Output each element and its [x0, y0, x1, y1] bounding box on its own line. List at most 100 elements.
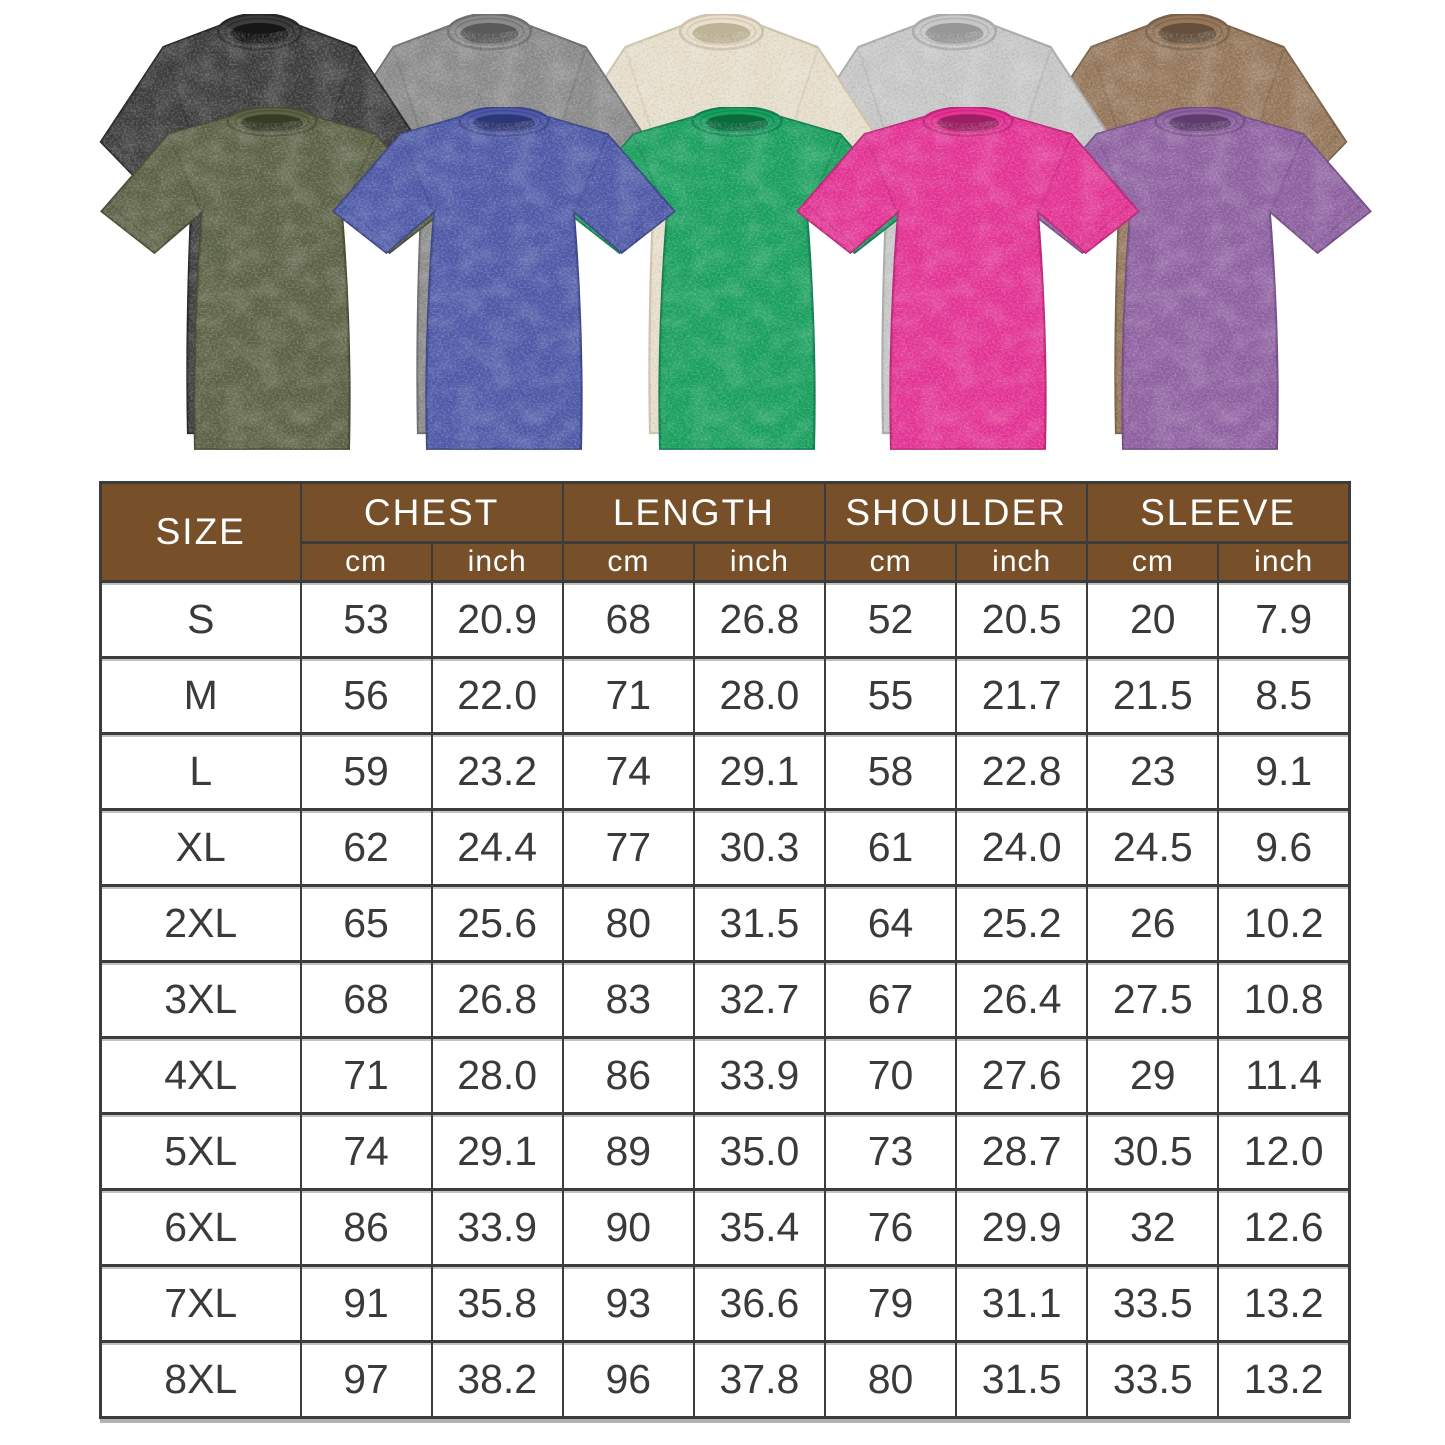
measurement-cell: 83 — [561, 960, 695, 1039]
measurement-cell: 36.6 — [692, 1264, 827, 1343]
measurement-cell: 76 — [823, 1188, 958, 1267]
measurement-cell: 10.8 — [1217, 960, 1351, 1039]
measurement-cell: 86 — [561, 1036, 695, 1115]
measurement-cell: 24.4 — [430, 808, 564, 887]
size-row-3xl: 3XL 68 26.8 83 32.7 67 26.4 27.5 10.8 — [99, 960, 1351, 1039]
size-row-6xl: 6XL 86 33.9 90 35.4 76 29.9 32 12.6 — [99, 1188, 1351, 1267]
measurement-cell: 86 — [299, 1188, 433, 1267]
header-group-shoulder: SHOULDER — [823, 481, 1089, 544]
measurement-cell: 96 — [561, 1340, 695, 1419]
measurement-cell: 24.5 — [1086, 808, 1220, 887]
measurement-cell: 13.2 — [1217, 1340, 1351, 1419]
tshirt-gallery — [0, 0, 1445, 480]
measurement-cell: 21.7 — [955, 656, 1089, 735]
header-unit-shoulder-inch: inch — [955, 541, 1089, 583]
measurement-cell: 22.0 — [430, 656, 564, 735]
measurement-cell: 71 — [299, 1036, 433, 1115]
measurement-cell: 29.9 — [955, 1188, 1089, 1267]
measurement-cell: 35.8 — [430, 1264, 564, 1343]
measurement-cell: 25.2 — [955, 884, 1089, 963]
measurement-cell: 33.5 — [1086, 1340, 1220, 1419]
size-label: 3XL — [99, 960, 302, 1039]
size-label: 6XL — [99, 1188, 302, 1267]
header-unit-shoulder-cm: cm — [823, 541, 958, 583]
measurement-cell: 80 — [561, 884, 695, 963]
size-row-5xl: 5XL 74 29.1 89 35.0 73 28.7 30.5 12.0 — [99, 1112, 1351, 1191]
header-group-chest: CHEST — [299, 481, 564, 544]
header-group-sleeve: SLEEVE — [1086, 481, 1351, 544]
tshirt-hot-pink — [796, 107, 1140, 451]
measurement-cell: 97 — [299, 1340, 433, 1419]
measurement-cell: 73 — [823, 1112, 958, 1191]
measurement-cell: 30.3 — [692, 808, 827, 887]
size-row-4xl: 4XL 71 28.0 86 33.9 70 27.6 29 11.4 — [99, 1036, 1351, 1115]
measurement-cell: 80 — [823, 1340, 958, 1419]
measurement-cell: 33.9 — [692, 1036, 827, 1115]
size-row-7xl: 7XL 91 35.8 93 36.6 79 31.1 33.5 13.2 — [99, 1264, 1351, 1343]
measurement-cell: 28.0 — [692, 656, 827, 735]
measurement-cell: 61 — [823, 808, 958, 887]
size-label: M — [99, 656, 302, 735]
measurement-cell: 68 — [299, 960, 433, 1039]
size-row-2xl: 2XL 65 25.6 80 31.5 64 25.2 26 10.2 — [99, 884, 1351, 963]
measurement-cell: 29 — [1086, 1036, 1220, 1115]
measurement-cell: 26.8 — [692, 580, 827, 659]
size-label: 8XL — [99, 1340, 302, 1419]
size-row-l: L 59 23.2 74 29.1 58 22.8 23 9.1 — [99, 732, 1351, 811]
measurement-cell: 29.1 — [430, 1112, 564, 1191]
measurement-cell: 64 — [823, 884, 958, 963]
size-chart-body: S 53 20.9 68 26.8 52 20.5 20 7.9 M 56 22.0 71 28.0 55 2… — [99, 580, 1351, 1419]
size-label: 7XL — [99, 1264, 302, 1343]
measurement-cell: 20 — [1086, 580, 1220, 659]
measurement-cell: 12.0 — [1217, 1112, 1351, 1191]
size-label: 4XL — [99, 1036, 302, 1115]
header-unit-length-cm: cm — [561, 541, 695, 583]
measurement-cell: 8.5 — [1217, 656, 1351, 735]
measurement-cell: 53 — [299, 580, 433, 659]
measurement-cell: 20.5 — [955, 580, 1089, 659]
size-chart-table: SIZE CHEST LENGTH SHOULDER SLEEVE cm inch cm inc… — [99, 481, 1351, 1419]
measurement-cell: 79 — [823, 1264, 958, 1343]
header-unit-chest-inch: inch — [430, 541, 564, 583]
measurement-cell: 93 — [561, 1264, 695, 1343]
measurement-cell: 62 — [299, 808, 433, 887]
tshirt-blue — [332, 107, 676, 451]
measurement-cell: 26.4 — [955, 960, 1089, 1039]
size-chart-header: SIZE CHEST LENGTH SHOULDER SLEEVE cm inch cm inc… — [99, 481, 1351, 583]
measurement-cell: 28.0 — [430, 1036, 564, 1115]
size-row-8xl: 8XL 97 38.2 96 37.8 80 31.5 33.5 13.2 — [99, 1340, 1351, 1419]
size-label: S — [99, 580, 302, 659]
measurement-cell: 37.8 — [692, 1340, 827, 1419]
measurement-cell: 58 — [823, 732, 958, 811]
measurement-cell: 20.9 — [430, 580, 564, 659]
measurement-cell: 67 — [823, 960, 958, 1039]
measurement-cell: 26.8 — [430, 960, 564, 1039]
measurement-cell: 32.7 — [692, 960, 827, 1039]
measurement-cell: 70 — [823, 1036, 958, 1115]
measurement-cell: 11.4 — [1217, 1036, 1351, 1115]
size-row-s: S 53 20.9 68 26.8 52 20.5 20 7.9 — [99, 580, 1351, 659]
header-unit-chest-cm: cm — [299, 541, 433, 583]
measurement-cell: 56 — [299, 656, 433, 735]
measurement-cell: 74 — [299, 1112, 433, 1191]
measurement-cell: 21.5 — [1086, 656, 1220, 735]
header-unit-length-inch: inch — [692, 541, 827, 583]
measurement-cell: 33.5 — [1086, 1264, 1220, 1343]
measurement-cell: 55 — [823, 656, 958, 735]
measurement-cell: 59 — [299, 732, 433, 811]
size-row-xl: XL 62 24.4 77 30.3 61 24.0 24.5 9.6 — [99, 808, 1351, 887]
measurement-cell: 38.2 — [430, 1340, 564, 1419]
measurement-cell: 22.8 — [955, 732, 1089, 811]
measurement-cell: 31.1 — [955, 1264, 1089, 1343]
measurement-cell: 13.2 — [1217, 1264, 1351, 1343]
measurement-cell: 10.2 — [1217, 884, 1351, 963]
measurement-cell: 9.1 — [1217, 732, 1351, 811]
measurement-cell: 91 — [299, 1264, 433, 1343]
measurement-cell: 68 — [561, 580, 695, 659]
measurement-cell: 35.4 — [692, 1188, 827, 1267]
size-label: L — [99, 732, 302, 811]
measurement-cell: 71 — [561, 656, 695, 735]
measurement-cell: 7.9 — [1217, 580, 1351, 659]
measurement-cell: 65 — [299, 884, 433, 963]
measurement-cell: 74 — [561, 732, 695, 811]
